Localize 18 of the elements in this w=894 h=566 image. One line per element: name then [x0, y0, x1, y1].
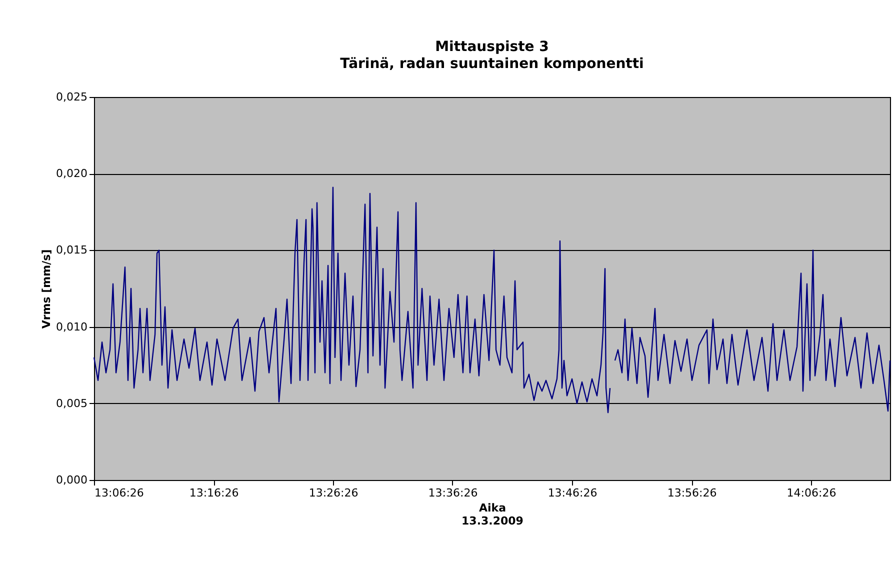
x-axis-title: Aika [478, 502, 506, 514]
chart-subtitle: Tärinä, radan suuntainen komponentti [340, 56, 644, 72]
y-tick-label: 0,000 [56, 474, 88, 486]
x-tick-label: 13:46:26 [548, 486, 598, 500]
x-tick-label: 14:06:26 [786, 486, 836, 500]
x-tick-label: 13:16:26 [189, 486, 239, 500]
y-tick-label: 0,005 [56, 396, 88, 410]
x-tick-label: 13:56:26 [667, 486, 717, 500]
y-tick-label: 0,015 [56, 244, 88, 257]
x-tick-label: 13:36:26 [428, 486, 478, 500]
y-axis-title: Vrms [mm/s] [40, 249, 54, 329]
chart-title: Mittauspiste 3 [435, 39, 549, 55]
y-tick-label: 0,010 [56, 320, 88, 334]
x-tick-label: 13:06:26 [94, 486, 144, 500]
x-tick-label: 13:26:26 [308, 486, 358, 500]
text: 13.3.2009 [462, 514, 524, 528]
y-tick-label: 0,025 [56, 90, 88, 104]
y-tick-label: 0,020 [56, 167, 88, 180]
